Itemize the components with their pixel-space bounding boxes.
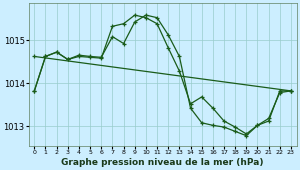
X-axis label: Graphe pression niveau de la mer (hPa): Graphe pression niveau de la mer (hPa) [61,158,264,167]
